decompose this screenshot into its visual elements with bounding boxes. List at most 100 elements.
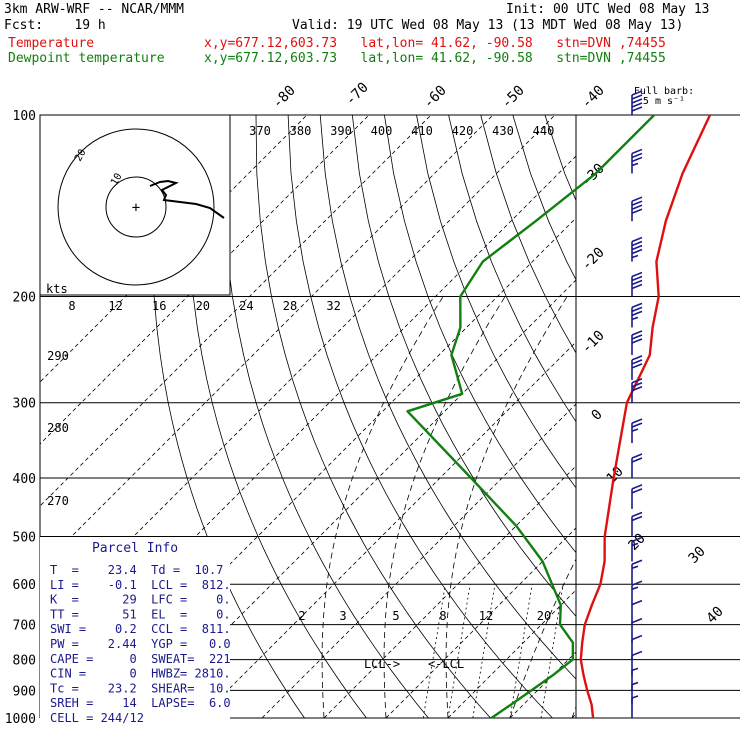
dry-adiabat [287, 115, 553, 718]
isotherm-line [261, 403, 576, 718]
mixing-ratio-label: 3 [339, 609, 346, 623]
wind-barb [631, 599, 643, 625]
wind-barb [631, 536, 643, 562]
wind-barb-flag [631, 148, 643, 155]
wind-barb-flag [631, 316, 639, 321]
isotherm-line [40, 115, 370, 445]
theta-label: 270 [47, 494, 69, 508]
parcel-info-row: LI = -0.1 LCL = 812. [50, 578, 231, 592]
wind-barb-flag [631, 634, 643, 641]
wind-barb [631, 90, 643, 115]
parcel-info-row: T = 23.4 Td = 10.7 [50, 563, 223, 577]
wind-barb-flag [631, 515, 643, 522]
dewpoint-profile [406, 114, 656, 719]
isotherm-line [447, 589, 576, 718]
mixing-ratio-label: 20 [537, 609, 551, 623]
wind-barb [631, 634, 643, 660]
parcel-info-bg [40, 537, 230, 729]
moist-adiabat [509, 558, 576, 718]
wind-barb-flag [631, 453, 643, 459]
mixing-ratio-label: 5 [392, 609, 399, 623]
wind-barb-flag [631, 488, 643, 494]
init-time: Init: 00 UTC Wed 08 May 13 [506, 2, 710, 17]
mixing-ratio-label: 12 [479, 609, 493, 623]
theta-e-label: 440 [533, 124, 555, 138]
moist-adiabat [321, 296, 444, 718]
pressure-label-800: 800 [13, 654, 36, 669]
wind-barb-flag [631, 94, 643, 100]
dewpoint-legend-info: x,y=677.12,603.73 lat,lon= 41.62, -90.58… [204, 51, 666, 66]
dry-adiabat [480, 115, 576, 354]
parcel-info-row: Tc = 23.2 SHEAR= 10. [50, 681, 231, 695]
isotherm-line [199, 341, 576, 718]
forecast-hour: Fcst: 19 h [4, 18, 106, 33]
wind-barb-flag [631, 667, 639, 672]
wind-barb [631, 196, 643, 222]
theta-e-label: 370 [249, 124, 271, 138]
wind-barb-flag [631, 381, 643, 388]
theta-e-label: 400 [371, 124, 393, 138]
hodograph-speed-tick: 12 [108, 299, 122, 313]
hodograph-trace [149, 179, 225, 219]
wind-barb-flag [631, 599, 643, 606]
dry-adiabat [705, 115, 740, 718]
wind-barb-flag [631, 106, 643, 112]
wind-barb-flag [631, 338, 643, 344]
wind-barb-flag [631, 283, 643, 290]
wind-barb-flag [631, 457, 643, 463]
wind-barb-flag [631, 254, 639, 259]
dry-adiabat [222, 115, 429, 718]
hodograph-ring-label: 10 [109, 172, 125, 188]
wind-barb [631, 650, 643, 676]
isotherm-line [696, 115, 740, 718]
isotherm-label: 20 [626, 531, 649, 554]
isotherm-line [323, 465, 576, 718]
theta-e-label: 410 [411, 124, 433, 138]
valid-time: Valid: 19 UTC Wed 08 May 13 (13 MDT Wed … [292, 18, 684, 33]
hodograph-speed-tick: 16 [152, 299, 166, 313]
dry-adiabat [351, 115, 576, 617]
pressure-label-300: 300 [13, 397, 36, 412]
wind-barb [631, 148, 643, 174]
isotherm-line [385, 527, 576, 718]
wind-barb-flag [631, 271, 643, 278]
dry-adiabat [319, 115, 576, 680]
isotherm-label: -80 [270, 83, 299, 112]
isotherm-label: -60 [421, 83, 450, 112]
wind-barb-flag [631, 422, 643, 428]
wind-barb [631, 355, 643, 380]
hodograph-speed-tick: 28 [283, 299, 297, 313]
parcel-info-row: K = 29 LFC = 0. [50, 593, 231, 607]
wind-barb-flag [631, 204, 643, 210]
dry-adiabat [416, 115, 576, 489]
wind-barb [631, 667, 639, 691]
dry-adiabat [609, 115, 740, 718]
isotherm-label: -40 [579, 83, 608, 112]
parcel-info-row: CIN = 0 HWBZ= 2810. [50, 667, 231, 681]
wind-barb-flag [631, 363, 643, 369]
isotherm-line [137, 279, 576, 718]
dry-adiabat [544, 115, 576, 202]
hodograph-speed-tick: 20 [196, 299, 210, 313]
isotherm-label: -50 [499, 83, 528, 112]
hodograph-speed-label: kts [46, 282, 68, 296]
pressure-label-200: 200 [13, 291, 36, 306]
wind-barb-flag [631, 152, 643, 159]
wind-barb-flag [631, 102, 643, 108]
barb-legend-units: 5 m s⁻¹ [643, 96, 685, 107]
hodograph-speed-tick: 8 [68, 299, 75, 313]
wind-barb-flag [631, 200, 643, 206]
isotherm-line [634, 115, 740, 718]
temperature-legend-label: Temperature [8, 36, 95, 51]
moist-adiabat [571, 705, 576, 718]
hodograph-ring-label: 20 [73, 148, 89, 164]
theta-e-label: 380 [290, 124, 312, 138]
wind-barb-flag [631, 511, 643, 518]
wind-barb-flag [631, 90, 643, 96]
wind-barb-flag [631, 240, 643, 247]
parcel-info-row: CAPE = 0 SWEAT= 221 [50, 652, 231, 666]
wind-barb [631, 453, 643, 479]
wind-barb-flag [631, 98, 643, 104]
